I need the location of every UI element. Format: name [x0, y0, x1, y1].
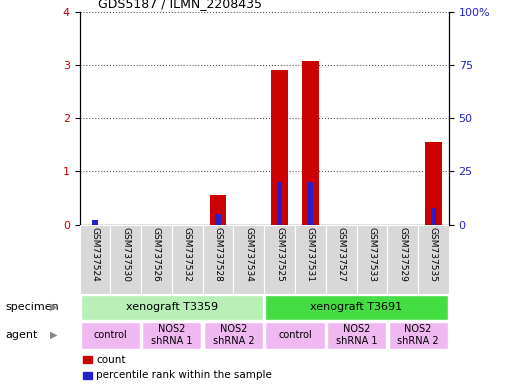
Text: GSM737525: GSM737525 — [275, 227, 284, 281]
Bar — [265, 321, 325, 349]
Text: GSM737528: GSM737528 — [213, 227, 223, 281]
Bar — [81, 321, 140, 349]
Text: GSM737530: GSM737530 — [121, 227, 130, 282]
Text: ▶: ▶ — [50, 330, 57, 340]
Bar — [326, 225, 357, 294]
Text: GSM737526: GSM737526 — [152, 227, 161, 281]
Bar — [81, 295, 263, 319]
Bar — [265, 295, 448, 319]
Text: GSM737533: GSM737533 — [367, 227, 377, 282]
Text: agent: agent — [5, 330, 37, 340]
Bar — [264, 225, 295, 294]
Bar — [83, 372, 92, 379]
Text: GSM737527: GSM737527 — [337, 227, 346, 281]
Bar — [425, 142, 442, 225]
Bar — [203, 225, 233, 294]
Bar — [80, 225, 110, 294]
Text: NOS2
shRNA 1: NOS2 shRNA 1 — [336, 324, 377, 346]
Bar — [302, 61, 319, 225]
Bar — [327, 321, 386, 349]
Bar — [209, 195, 226, 225]
Bar — [233, 225, 264, 294]
Bar — [431, 208, 436, 225]
Text: NOS2
shRNA 2: NOS2 shRNA 2 — [212, 324, 254, 346]
Text: GSM737532: GSM737532 — [183, 227, 192, 281]
Bar — [388, 321, 448, 349]
Bar — [204, 321, 263, 349]
Bar — [357, 225, 387, 294]
Text: NOS2
shRNA 1: NOS2 shRNA 1 — [151, 324, 192, 346]
Bar — [110, 225, 141, 294]
Text: ▶: ▶ — [50, 302, 57, 312]
Text: count: count — [96, 354, 126, 364]
Text: control: control — [278, 330, 312, 340]
Bar — [271, 70, 288, 225]
Text: GDS5187 / ILMN_2208435: GDS5187 / ILMN_2208435 — [98, 0, 262, 10]
Text: GSM737535: GSM737535 — [429, 227, 438, 282]
Text: control: control — [93, 330, 127, 340]
Text: specimen: specimen — [5, 302, 59, 312]
Bar — [295, 225, 326, 294]
Text: xenograft T3691: xenograft T3691 — [310, 302, 403, 312]
Bar — [141, 225, 172, 294]
Bar — [172, 225, 203, 294]
Text: GSM737524: GSM737524 — [90, 227, 100, 281]
Bar — [308, 182, 313, 225]
Text: xenograft T3359: xenograft T3359 — [126, 302, 218, 312]
Bar — [387, 225, 418, 294]
Bar — [215, 214, 221, 225]
Text: NOS2
shRNA 2: NOS2 shRNA 2 — [397, 324, 439, 346]
Text: GSM737529: GSM737529 — [398, 227, 407, 281]
Bar — [277, 182, 282, 225]
Bar — [83, 356, 92, 363]
Bar — [92, 220, 97, 225]
Bar — [418, 225, 449, 294]
Text: percentile rank within the sample: percentile rank within the sample — [96, 370, 272, 380]
Text: GSM737531: GSM737531 — [306, 227, 315, 282]
Bar — [142, 321, 202, 349]
Text: GSM737534: GSM737534 — [244, 227, 253, 281]
